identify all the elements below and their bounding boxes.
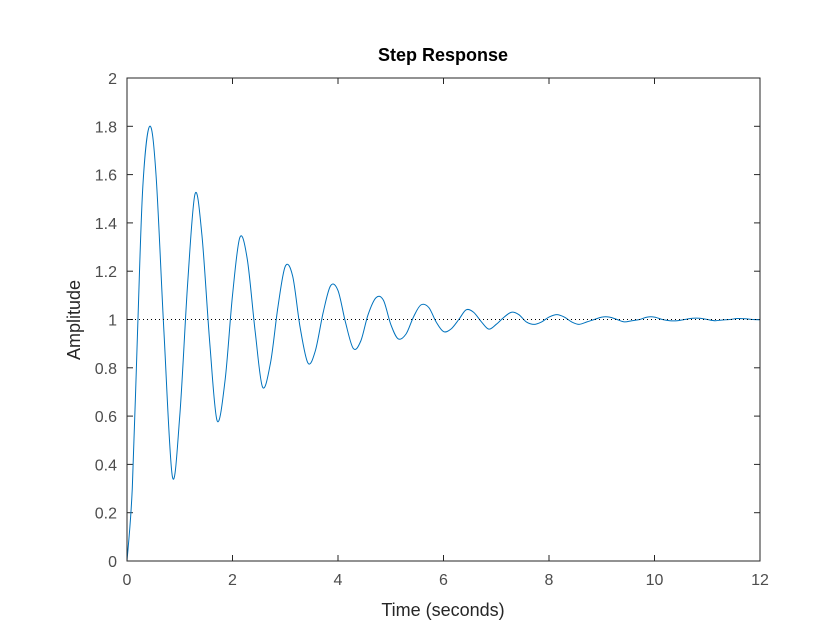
x-tick-label: 2	[228, 572, 237, 589]
y-tick-label: 1.4	[95, 216, 117, 233]
x-axis-label: Time (seconds)	[381, 600, 504, 620]
y-tick-label: 1.2	[95, 264, 117, 281]
y-tick-label: 2	[108, 71, 117, 88]
chart-title: Step Response	[378, 45, 508, 65]
step-response-line	[126, 125, 761, 562]
y-tick-label: 0.2	[95, 506, 117, 523]
y-tick-label: 0.8	[95, 361, 117, 378]
x-tick-label: 0	[123, 572, 132, 589]
x-tick-label: 12	[751, 572, 769, 589]
x-tick-label: 8	[545, 572, 554, 589]
plot-frame	[126, 77, 761, 562]
y-tick-label: 1	[108, 313, 117, 330]
x-tick-label: 4	[334, 572, 343, 589]
y-tick-label: 0	[108, 554, 117, 571]
y-tick-label: 0.6	[95, 409, 117, 426]
y-axis-label: Amplitude	[64, 280, 84, 360]
y-tick-label: 1.8	[95, 119, 117, 136]
y-tick-label: 0.4	[95, 457, 117, 474]
series-layer	[126, 125, 761, 562]
x-tick-label: 6	[439, 572, 448, 589]
y-tick-label: 1.6	[95, 168, 117, 185]
x-tick-label: 10	[646, 572, 664, 589]
